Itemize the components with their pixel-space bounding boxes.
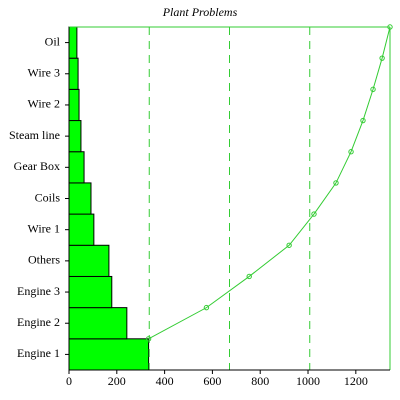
y-tick-label: Others <box>28 253 60 267</box>
y-tick-label: Coils <box>35 190 61 204</box>
y-tick-label: Oil <box>45 34 61 48</box>
cumulative-line <box>148 26 391 340</box>
bar <box>68 26 78 59</box>
bar <box>68 338 150 371</box>
x-tick-label: 0 <box>66 374 72 388</box>
cumulative-point <box>246 273 252 280</box>
cumulative-point <box>311 211 317 217</box>
y-tick-label: Wire 1 <box>27 221 60 235</box>
x-tick-label: 1200 <box>344 374 368 388</box>
x-tick-label: 1000 <box>296 374 320 388</box>
bar <box>68 244 110 277</box>
cumulative-point <box>333 180 339 186</box>
x-tick-label: 200 <box>108 374 126 388</box>
chart-title: Plant Problems <box>162 5 238 19</box>
bar <box>68 213 95 246</box>
x-tick-label: 600 <box>203 374 221 388</box>
cumulative-point <box>145 336 152 342</box>
bar <box>68 57 79 90</box>
cumulative-point <box>360 117 366 124</box>
y-tick-label: Steam line <box>9 128 60 142</box>
cumulative-point <box>286 242 292 248</box>
y-tick-label: Engine 3 <box>17 284 60 298</box>
bar <box>68 182 92 215</box>
x-tick-label: 800 <box>251 374 269 388</box>
y-tick-label: Gear Box <box>14 159 60 173</box>
cumulative-point <box>379 55 385 61</box>
y-tick-label: Wire 2 <box>27 97 60 111</box>
cumulative-point <box>348 149 354 155</box>
x-tick-label: 400 <box>156 374 174 388</box>
bar <box>68 307 128 340</box>
y-tick-label: Engine 1 <box>17 346 60 360</box>
bar <box>68 151 85 184</box>
bar <box>68 120 82 153</box>
bar <box>68 88 80 122</box>
cumulative-point <box>370 86 376 93</box>
y-tick-label: Engine 2 <box>17 315 60 329</box>
cumulative-point <box>203 304 210 311</box>
y-tick-label: Wire 3 <box>27 66 60 80</box>
bar <box>68 275 113 309</box>
